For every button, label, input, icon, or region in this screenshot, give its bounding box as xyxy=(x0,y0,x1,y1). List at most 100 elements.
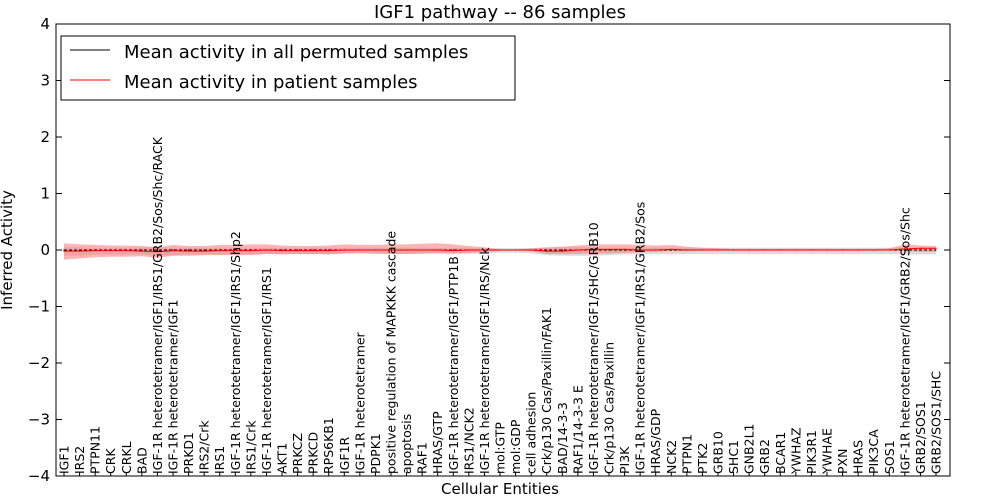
data-point xyxy=(779,249,781,251)
x-tick-label: GRB2 xyxy=(757,439,772,474)
data-point xyxy=(359,249,361,251)
x-tick-label: IRS1 xyxy=(212,446,227,474)
data-point xyxy=(343,249,345,251)
y-tick-label: −3 xyxy=(28,411,50,429)
x-tick-label: AKT1 xyxy=(275,443,290,474)
data-point xyxy=(608,248,610,250)
x-tick-label: HRAS/GDP xyxy=(648,408,663,474)
x-tick-label: IGF-1R heterotetramer xyxy=(352,331,367,474)
data-point xyxy=(624,248,626,250)
data-point xyxy=(499,249,501,251)
data-point xyxy=(141,249,143,251)
x-tick-label: IGF-1R heterotetramer/IGF1/IRS1 xyxy=(259,267,274,474)
x-tick-label: RAF1 xyxy=(415,442,430,474)
data-point xyxy=(826,249,828,251)
data-point xyxy=(561,249,563,251)
data-point xyxy=(857,249,859,251)
data-point xyxy=(795,249,797,251)
data-point xyxy=(125,250,127,252)
x-tick-label: PI3K xyxy=(617,446,632,474)
x-tick-label: PTPN11 xyxy=(88,426,103,474)
data-point xyxy=(904,248,906,250)
x-tick-label: mol:GTP xyxy=(493,422,508,474)
data-point xyxy=(515,249,517,251)
data-point xyxy=(390,249,392,251)
data-point xyxy=(733,249,735,251)
x-tick-label: mol:GDP xyxy=(508,419,523,474)
x-tick-label: IGF-1R heterotetramer/IGF1/SHC/GRB10 xyxy=(586,222,601,474)
data-point xyxy=(764,249,766,251)
data-point xyxy=(203,250,205,252)
y-tick-label: 2 xyxy=(40,128,50,146)
x-tick-label: BAD xyxy=(134,447,149,474)
x-tick-label: YWHAZ xyxy=(788,427,803,475)
data-point xyxy=(156,249,158,251)
data-point xyxy=(873,249,875,251)
data-point xyxy=(203,249,205,251)
x-tick-label: IGF-1R heterotetramer/IGF1 xyxy=(166,300,181,474)
data-point xyxy=(141,250,143,252)
x-tick-label: PDPK1 xyxy=(368,433,383,474)
data-point xyxy=(530,249,532,251)
x-tick-label: IGF-1R heterotetramer/IGF1/IRS1/GRB2/Sos… xyxy=(150,136,165,474)
data-point xyxy=(234,250,236,252)
series-lines xyxy=(63,247,937,253)
x-tick-label: YWHAE xyxy=(820,428,835,475)
legend-label-patient: Mean activity in patient samples xyxy=(124,72,418,93)
data-point xyxy=(935,247,937,249)
x-tick-label: IGF1 xyxy=(57,445,72,474)
y-tick-label: 4 xyxy=(40,15,50,33)
y-tick-label: −1 xyxy=(28,298,50,316)
x-tick-labels: IGF1 IRS2 PTPN11 CRK CRKL BAD IGF-1R heterotet… xyxy=(57,136,944,476)
x-tick-label: NCK2 xyxy=(664,440,679,474)
data-point xyxy=(437,249,439,251)
x-axis-label: Cellular Entities xyxy=(441,480,559,498)
data-point xyxy=(312,250,314,252)
x-tick-label: GRB2/SOS1 xyxy=(913,401,928,474)
x-tick-label: SOS1 xyxy=(882,440,897,474)
data-point xyxy=(79,249,81,251)
legend-label-permuted: Mean activity in all permuted samples xyxy=(124,42,468,63)
data-point xyxy=(374,249,376,251)
x-tick-label: HRAS/GTP xyxy=(430,411,445,474)
data-point xyxy=(546,249,548,251)
data-point xyxy=(94,250,96,252)
x-tick-label: PIK3R1 xyxy=(804,430,819,474)
x-tick-label: PRKCD xyxy=(306,432,321,474)
chart-title: IGF1 pathway -- 86 samples xyxy=(374,2,626,23)
data-point xyxy=(655,249,657,251)
x-tick-label: apoptosis xyxy=(399,414,414,474)
x-tick-label: GRB10 xyxy=(711,431,726,474)
x-tick-label: SHC1 xyxy=(726,440,741,474)
data-point xyxy=(686,249,688,251)
y-axis-label: Inferred Activity xyxy=(0,190,16,310)
data-point xyxy=(265,249,267,251)
x-tick-label: IRS2 xyxy=(72,446,87,474)
data-point xyxy=(748,249,750,251)
data-point xyxy=(110,250,112,252)
x-tick-label: IGF-1R heterotetramer/IGF1/PTP1B xyxy=(446,256,461,474)
x-tick-label: PRKCZ xyxy=(290,433,305,474)
x-tick-label: BAD/14-3-3 xyxy=(555,402,570,474)
confidence-bands xyxy=(64,243,936,260)
data-point xyxy=(79,250,81,252)
y-tick-label: −2 xyxy=(28,354,50,372)
data-point xyxy=(842,249,844,251)
data-point xyxy=(406,249,408,251)
legend: Mean activity in all permuted samples Me… xyxy=(60,35,516,101)
x-tick-label: CRK xyxy=(103,448,118,474)
data-point xyxy=(810,249,813,251)
x-tick-label: PTK2 xyxy=(695,443,710,474)
y-tick-label: 0 xyxy=(40,241,50,259)
y-axis-ticks: −4 −3 −2 −1 0 1 2 3 4 xyxy=(28,15,950,485)
x-tick-label: IGF1R xyxy=(337,436,352,474)
data-point xyxy=(468,249,470,251)
data-point xyxy=(919,247,922,249)
x-tick-label: IGF-1R heterotetramer/IGF1/GRB2/Sos/Shc xyxy=(897,207,912,474)
data-point xyxy=(919,249,922,251)
y-tick-label: 1 xyxy=(40,185,50,203)
x-tick-label: GNB2L1 xyxy=(742,424,757,474)
x-tick-label: GRB2/SOS1/SHC xyxy=(929,371,944,474)
